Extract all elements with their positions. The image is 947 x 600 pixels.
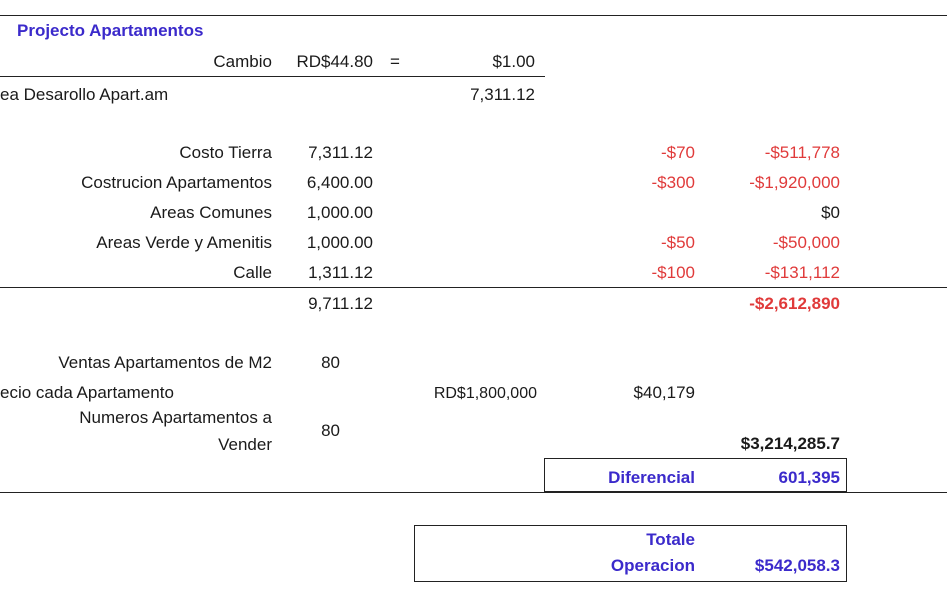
cost-area: 1,000.00 [306,203,373,222]
sales-bottom-line [0,492,947,493]
exchange-underline [0,76,545,77]
cost-price: -$50 [660,233,695,252]
cost-total: -$1,920,000 [749,173,840,192]
exchange-usd: $1.00 [492,52,535,71]
cost-total: $0 [821,203,840,222]
totale-label-2: Operacion [610,556,695,575]
diferencial-label: Diferencial [608,468,695,487]
sheet-title: Projecto Apartamentos [17,21,204,40]
cost-area: 6,400.00 [306,173,373,192]
cost-price: -$100 [651,263,695,282]
sales-price-label: ecio cada Apartamento [0,383,174,402]
area-label: ea Desarollo Apart.am [0,85,169,104]
cost-area: 1,311.12 [308,263,373,282]
exchange-label: Cambio [213,52,272,71]
totale-label-1: Totale [646,530,695,549]
area-total: 9,711.12 [308,294,373,313]
cost-separator [0,287,947,288]
top-border [0,15,947,16]
sales-units-label-1: Numeros Apartamentos a [79,408,272,427]
sales-units-value: 80 [321,421,340,440]
sales-m2-value: 80 [321,353,340,372]
cost-total: -$50,000 [772,233,840,252]
diferencial-value: 601,395 [778,468,840,487]
totale-box [414,525,847,582]
sales-price-rd: RD$1,800,000 [433,385,537,402]
cost-total: -$131,112 [764,263,840,282]
sales-units-label-2: Vender [218,435,272,454]
cost-price: -$300 [651,173,695,192]
exchange-rate: RD$44.80 [296,52,373,71]
cost-label: Areas Comunes [150,203,272,222]
sales-total: $3,214,285.7 [740,434,840,453]
exchange-equals: = [390,52,400,71]
cost-label: Areas Verde y Amenitis [96,233,272,252]
cost-grand-total: -$2,612,890 [749,294,840,313]
area-value: 7,311.12 [470,85,535,104]
sales-m2-label: Ventas Apartamentos de M2 [58,353,272,372]
cost-label: Costrucion Apartamentos [81,173,272,192]
totale-value: $542,058.3 [754,556,840,575]
cost-area: 1,000.00 [306,233,373,252]
cost-label: Calle [233,263,272,282]
diferencial-box [544,458,847,492]
cost-label: Costo Tierra [179,143,272,162]
cost-area: 7,311.12 [308,143,373,162]
cost-total: -$511,778 [764,143,840,162]
sales-price-usd: $40,179 [633,383,695,402]
cost-price: -$70 [660,143,695,162]
